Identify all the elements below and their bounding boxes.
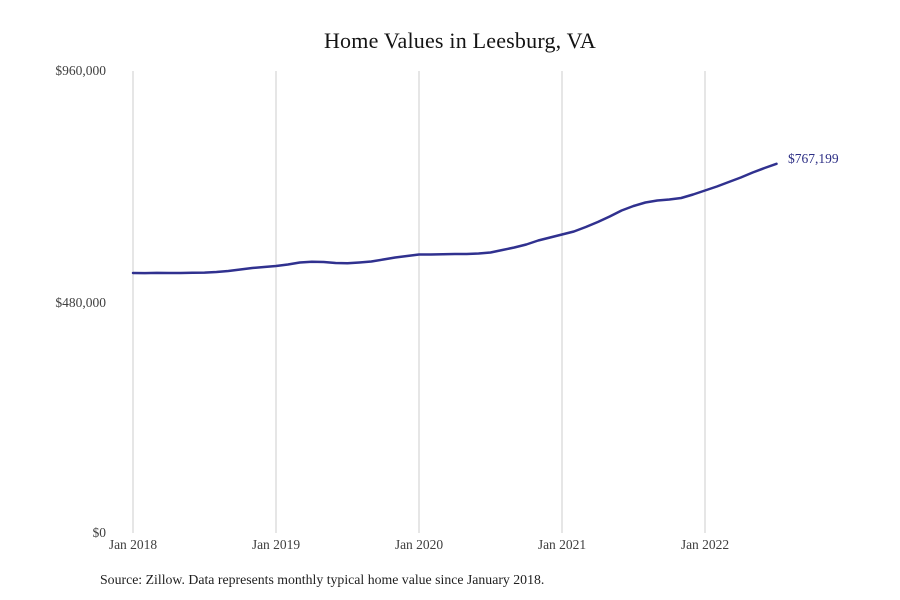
x-axis-tick-label: Jan 2020 [394,537,444,552]
x-axis-tick-label: Jan 2022 [680,537,730,552]
home-value-line [131,162,778,275]
x-axis-tick-label: Jan 2019 [251,537,301,552]
y-axis-tick-label: $480,000 [55,295,106,310]
y-axis-tick-label: $0 [92,525,107,540]
source-note: Source: Zillow. Data represents monthly … [100,572,545,587]
chart-title: Home Values in Leesburg, VA [323,28,597,53]
x-axis-tick-label: Jan 2021 [537,537,587,552]
final-value-annotation: $767,199 [788,151,839,166]
y-axis-tick-label: $960,000 [55,63,106,78]
x-axis-tick-label: Jan 2018 [108,537,158,552]
